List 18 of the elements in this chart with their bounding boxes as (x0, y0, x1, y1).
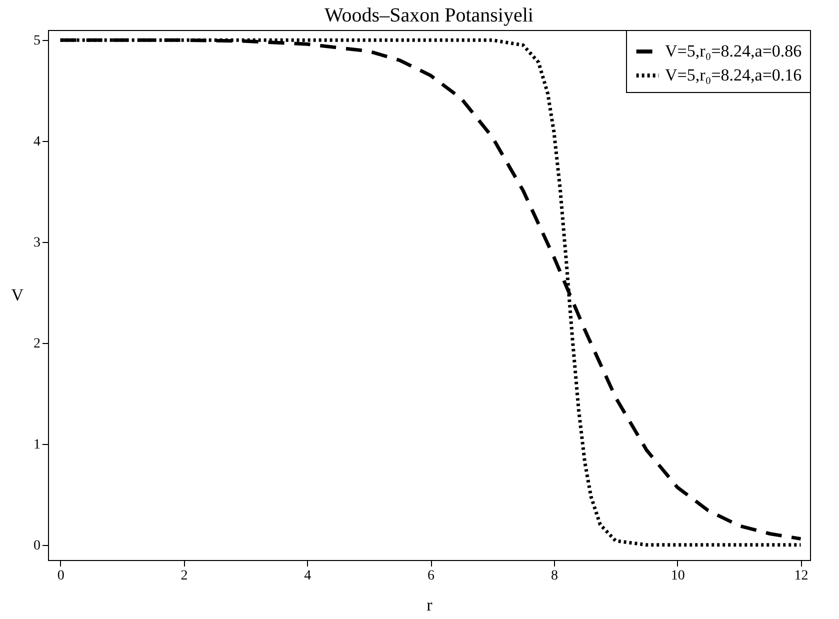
y-tick-label: 2 (34, 336, 40, 352)
x-tick-label: 0 (57, 568, 64, 584)
y-tick-label: 0 (34, 538, 40, 554)
x-tick-label: 10 (670, 568, 685, 584)
y-tick-label: 5 (34, 34, 40, 49)
y-tick-label: 1 (34, 437, 40, 452)
y-tick-label: 4 (34, 134, 40, 150)
x-axis-title: r (426, 596, 433, 614)
x-tick-label: 12 (794, 568, 808, 584)
x-tick-label: 6 (428, 568, 435, 584)
x-tick-label: 8 (550, 568, 558, 584)
y-tick-label: 3 (34, 236, 40, 250)
chart-title: Woods–Saxon Potansiyeli (324, 4, 534, 26)
x-tick-label: 4 (304, 568, 312, 584)
y-axis-title: V (11, 286, 24, 304)
legend-label: V=5,r₀=8.24,a=0.86 (665, 42, 802, 60)
x-tick-label: 2 (180, 568, 188, 584)
legend-label: V=5,r₀=8.24,a=0.16 (665, 66, 802, 84)
